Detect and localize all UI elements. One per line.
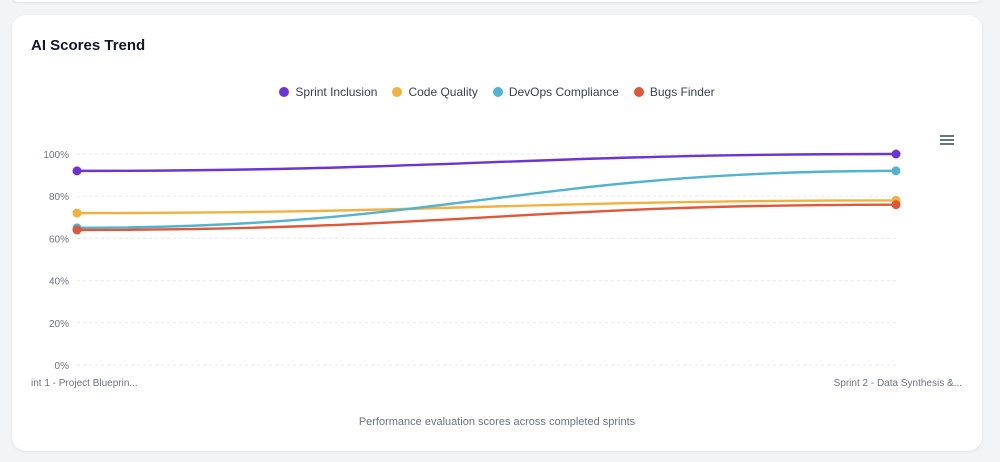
y-tick-label: 0% <box>55 361 70 372</box>
data-point-code-quality <box>72 208 82 218</box>
chart-caption: Performance evaluation scores across com… <box>358 416 636 428</box>
x-tick-label: Sprint 2 - Data Synthesis &... <box>834 378 962 389</box>
legend-label: Sprint Inclusion <box>295 85 378 99</box>
ai-scores-trend-card: AI Scores Trend Sprint Inclusion Code Qua… <box>12 15 982 451</box>
previous-card-edge <box>12 0 982 2</box>
legend-label: Bugs Finder <box>649 85 715 99</box>
data-point-sprint-inclusion <box>72 166 82 176</box>
hamburger-menu-icon[interactable] <box>940 133 956 147</box>
legend-dot <box>492 87 503 97</box>
data-point-devops-compliance <box>891 166 901 176</box>
legend-dot <box>633 87 644 97</box>
data-point-sprint-inclusion <box>891 149 901 159</box>
data-point-bugs-finder <box>891 200 901 210</box>
legend-item-code-quality[interactable]: Code Quality <box>392 85 478 99</box>
y-tick-label: 20% <box>49 319 69 330</box>
series-line-sprint-inclusion <box>75 152 898 173</box>
legend-item-devops-compliance[interactable]: DevOps Compliance <box>492 85 619 99</box>
y-tick-label: 40% <box>49 277 69 288</box>
legend-item-bugs-finder[interactable]: Bugs Finder <box>633 85 715 99</box>
legend-label: DevOps Compliance <box>508 85 619 99</box>
chart-legend: Sprint Inclusion Code Quality DevOps Compl… <box>12 85 982 99</box>
series-line-devops-compliance <box>75 169 898 230</box>
data-point-bugs-finder <box>72 225 82 235</box>
series-line-code-quality <box>75 199 898 215</box>
legend-label: Code Quality <box>408 85 478 99</box>
x-tick-label: int 1 - Project Blueprin... <box>31 378 138 389</box>
series-line-bugs-finder <box>75 203 898 232</box>
legend-item-sprint-inclusion[interactable]: Sprint Inclusion <box>279 85 377 99</box>
y-tick-label: 100% <box>43 150 69 161</box>
legend-dot <box>392 87 403 97</box>
line-chart: 0% 20% 40% 60% 80% 100% int 1 - Project Bluepr… <box>31 149 962 389</box>
card-title: AI Scores Trend <box>31 37 146 54</box>
y-tick-label: 60% <box>49 234 69 245</box>
y-tick-label: 80% <box>49 192 69 203</box>
legend-dot <box>279 87 290 97</box>
